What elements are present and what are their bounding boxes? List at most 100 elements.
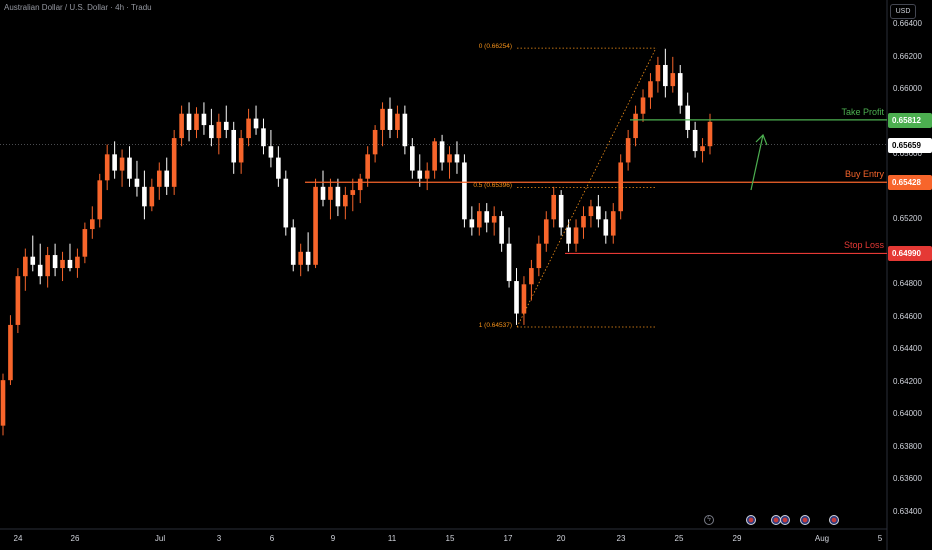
candle-body	[149, 186, 155, 207]
us-flag-icon[interactable]	[829, 515, 839, 525]
candle-body	[156, 170, 162, 187]
chart-title: Australian Dollar / U.S. Dollar · 4h · T…	[4, 3, 152, 12]
candle-body	[238, 138, 244, 163]
candle-body	[261, 128, 266, 147]
candle-body	[45, 255, 50, 277]
candle-body	[417, 170, 423, 179]
price-tick-label: 0.66000	[893, 84, 922, 94]
candle-body	[290, 227, 296, 265]
price-tick-label: 0.64400	[893, 344, 922, 354]
fib-level-0-label: 0 (0.66254)	[478, 43, 512, 51]
candle-body	[15, 276, 21, 325]
candle-body	[432, 141, 437, 171]
price-tick-label: 0.63400	[893, 506, 922, 516]
candle-body	[201, 113, 207, 126]
lightning-icon[interactable]: ϟ	[704, 515, 714, 525]
candle-body	[566, 227, 571, 244]
date-tick-label: 23	[616, 534, 626, 543]
candle-body	[67, 259, 73, 269]
candle-body	[410, 146, 415, 171]
candle-body	[179, 113, 184, 139]
current-price-badge: 0.65659	[888, 137, 932, 153]
candle-body	[75, 256, 80, 269]
candle-body	[328, 186, 333, 200]
date-tick-label: Aug	[814, 534, 830, 543]
date-tick-label: 9	[330, 534, 336, 543]
candle-body	[268, 146, 274, 158]
candle-body	[134, 178, 140, 187]
candle-body	[104, 154, 110, 181]
date-tick-label: 17	[503, 534, 513, 543]
candle-body	[484, 211, 490, 223]
us-flag-icon[interactable]	[746, 515, 756, 525]
price-tick-label: 0.63600	[893, 474, 922, 484]
date-tick-label: 20	[556, 534, 566, 543]
candle-body	[663, 64, 668, 87]
candle-body	[610, 211, 616, 236]
date-tick-label: 15	[445, 534, 455, 543]
take-profit-price-badge: 0.65812	[888, 112, 932, 128]
candle-body	[231, 129, 237, 163]
candle-body	[209, 125, 214, 139]
candle-body	[670, 73, 676, 87]
candle-body	[60, 259, 65, 269]
candle-body	[692, 129, 698, 152]
price-tick-label: 0.66400	[893, 19, 922, 29]
fib-level-1-label: 1 (0.64537)	[478, 322, 512, 330]
candle-body	[112, 154, 117, 171]
candle-body	[37, 264, 43, 277]
candle-body	[194, 113, 199, 130]
candle-body	[89, 219, 95, 230]
price-tick-label: 0.66200	[893, 51, 922, 61]
candle-body	[640, 97, 646, 114]
us-flag-icon[interactable]	[800, 515, 810, 525]
candle-body	[30, 256, 36, 265]
candle-body	[283, 178, 289, 228]
price-tick-label: 0.64600	[893, 311, 922, 321]
buy-entry-label: Buy Entry	[844, 169, 884, 180]
candle-body	[343, 194, 348, 207]
candle-body	[216, 121, 222, 139]
candle-body	[685, 105, 690, 130]
us-flag-icon[interactable]	[780, 515, 790, 525]
currency-selector[interactable]: USD	[890, 4, 916, 19]
price-tick-label: 0.65200	[893, 214, 922, 224]
candle-body	[365, 154, 370, 179]
candle-body	[521, 284, 527, 314]
price-tick-label: 0.63800	[893, 441, 922, 451]
candle-body	[142, 186, 147, 207]
candle-body	[52, 255, 58, 269]
candle-body	[0, 380, 6, 426]
buy-entry-price-badge: 0.65428	[888, 175, 932, 191]
candle-body	[395, 113, 400, 130]
date-tick-label: 11	[387, 534, 397, 543]
candle-body	[529, 268, 534, 285]
date-tick-label: 5	[877, 534, 883, 543]
candle-body	[677, 73, 683, 106]
date-tick-label: Jul	[154, 534, 166, 543]
candle-body	[476, 211, 482, 228]
candle-body	[581, 216, 586, 228]
candle-body	[313, 186, 318, 265]
candle-body	[357, 178, 363, 191]
candle-body	[223, 121, 229, 130]
candle-body	[588, 206, 594, 217]
candle-body	[372, 129, 378, 155]
date-tick-label: 6	[269, 534, 275, 543]
candle-body	[454, 154, 460, 163]
candle-body	[536, 243, 542, 269]
candle-body	[298, 251, 303, 265]
projection-arrow-head	[755, 133, 768, 146]
candle-body	[350, 190, 356, 195]
date-tick-label: 29	[732, 534, 742, 543]
candle-body	[164, 170, 170, 187]
candle-body	[424, 170, 430, 179]
date-tick-label: 25	[674, 534, 684, 543]
candle-body	[171, 138, 177, 187]
candle-body	[447, 154, 452, 163]
candle-body	[186, 113, 192, 130]
candle-body	[335, 186, 341, 207]
candle-body	[469, 219, 475, 228]
candle-body	[543, 219, 549, 244]
